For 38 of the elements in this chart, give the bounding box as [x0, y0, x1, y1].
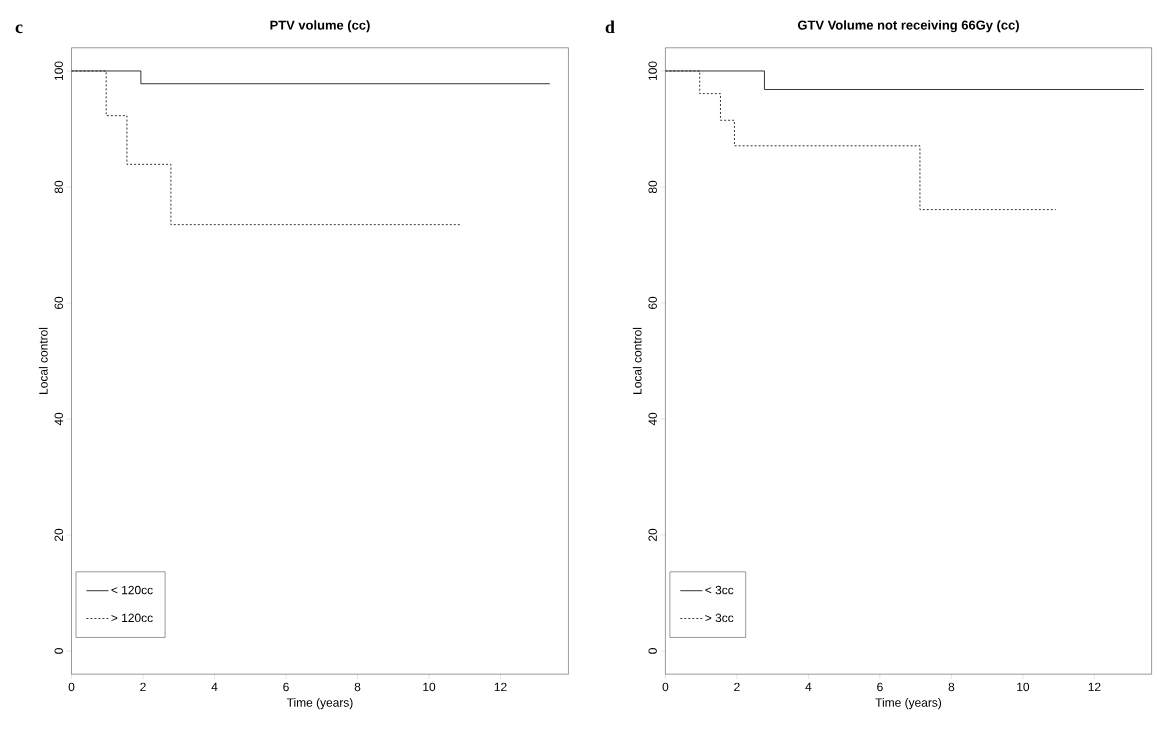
legend-label: > 3cc: [705, 613, 734, 623]
y-tick-label: 20: [54, 528, 63, 542]
x-tick-label: 12: [494, 682, 507, 692]
text: d: [605, 20, 615, 34]
y-tick-label: 0: [648, 648, 657, 654]
y-tick-label: 60: [648, 296, 657, 310]
x-tick-label: 10: [423, 682, 436, 692]
chart-title: GTV Volume not receiving 66Gy (cc): [797, 20, 1019, 33]
x-tick-label: 12: [1088, 682, 1101, 692]
x-tick-label: 4: [211, 682, 218, 691]
y-tick-label: 40: [648, 412, 657, 426]
y-axis-title: Local control: [38, 327, 48, 394]
y-axis-title: Local control: [632, 327, 642, 394]
x-tick-label: 0: [662, 682, 669, 692]
chart-title: PTV volume (cc): [270, 20, 370, 33]
y-tick-label: 100: [54, 61, 63, 81]
legend-label: < 3cc: [705, 585, 734, 595]
x-tick-label: 8: [354, 682, 361, 692]
y-tick-label: 100: [648, 61, 657, 81]
x-tick-label: 0: [68, 682, 75, 692]
x-tick-label: 2: [734, 682, 740, 692]
x-tick-label: 10: [1017, 682, 1030, 692]
y-tick-label: 20: [648, 528, 657, 542]
x-tick-label: 6: [283, 682, 289, 692]
y-tick-label: 80: [54, 180, 63, 194]
x-tick-label: 6: [877, 682, 883, 692]
y-tick-label: 60: [54, 296, 63, 310]
x-axis-title: Time (years): [875, 698, 942, 710]
x-tick-label: 8: [948, 682, 955, 692]
text: c: [15, 24, 23, 34]
y-tick-label: 0: [54, 648, 63, 654]
legend-label: > 120cc: [111, 613, 153, 623]
x-tick-label: 2: [140, 682, 146, 692]
x-tick-label: 4: [805, 682, 812, 691]
legend-label: < 120cc: [111, 585, 153, 595]
y-tick-label: 80: [648, 180, 657, 194]
x-axis-title: Time (years): [286, 698, 353, 710]
y-tick-label: 40: [54, 412, 63, 426]
